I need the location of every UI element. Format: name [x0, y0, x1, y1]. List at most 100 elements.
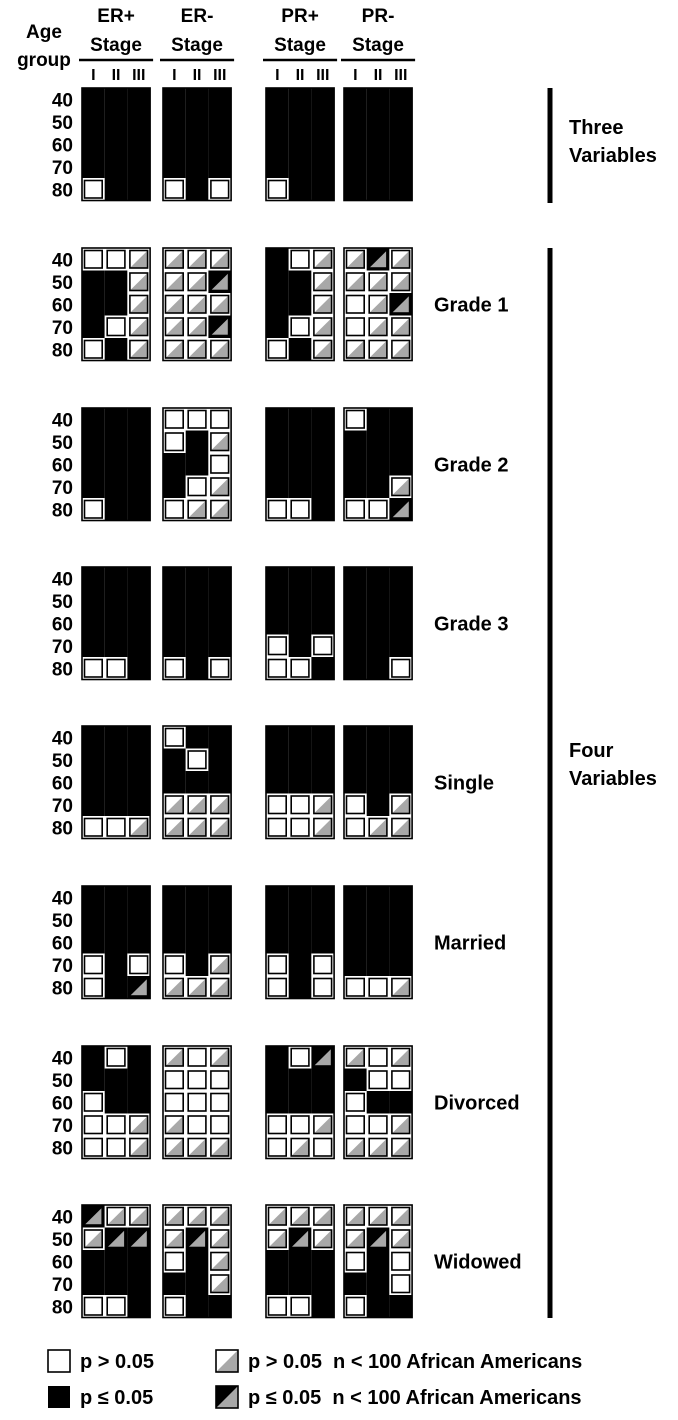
- grid-cell: [127, 793, 151, 816]
- grid-cell: [366, 589, 390, 612]
- panel-label: Grade 3: [434, 613, 508, 635]
- grid-cell: [366, 953, 390, 976]
- grid-cell: [127, 634, 151, 657]
- grid-cell: [288, 315, 312, 338]
- age-label: 60: [52, 1252, 73, 1273]
- grid-cell: [288, 886, 312, 909]
- grid-cell: [344, 634, 367, 657]
- cell-significant: [389, 726, 413, 749]
- cell-significant: [82, 886, 105, 909]
- grid-cell: [366, 270, 390, 293]
- cell-significant: [366, 589, 390, 612]
- grid-cell: [163, 1272, 186, 1295]
- cell-border: [345, 977, 366, 997]
- cell-border: [129, 1229, 149, 1249]
- grid-cell: [311, 430, 335, 453]
- grid-cell: [389, 589, 413, 612]
- cell-significant: [311, 657, 335, 680]
- cell-significant: [82, 430, 105, 453]
- cell-significant: [344, 748, 367, 771]
- grid-cell: [185, 1068, 209, 1091]
- cell-small-sample-triangle: [129, 340, 148, 358]
- cell-small-sample-triangle: [129, 978, 148, 996]
- cell-border: [129, 1137, 149, 1157]
- cell-significant: [366, 612, 390, 635]
- cell-small-sample-triangle: [188, 1207, 206, 1225]
- grid-cell: [82, 338, 105, 361]
- cell-significant: [104, 634, 128, 657]
- cell-significant: [389, 908, 413, 931]
- grid-outline: [265, 885, 335, 1000]
- grid-cell: [127, 430, 151, 453]
- cell-border: [368, 294, 388, 314]
- stage-label: III: [316, 67, 329, 84]
- cell-significant: [389, 886, 413, 909]
- grid-cell: [366, 612, 390, 635]
- grid-cell: [82, 908, 105, 931]
- cell-border: [290, 1206, 310, 1226]
- cell-small-sample-triangle: [188, 1138, 206, 1156]
- grid-cell: [266, 1295, 289, 1318]
- cell-significant: [344, 886, 367, 909]
- grid-cell: [366, 315, 390, 338]
- cell-significant: [389, 931, 413, 954]
- cell-not-significant: [366, 498, 390, 521]
- cell-significant: [344, 612, 367, 635]
- age-label: 60: [52, 933, 73, 954]
- header: Age group: [17, 22, 71, 71]
- grid-cell: [344, 908, 367, 931]
- grid-cell: [344, 1046, 367, 1069]
- cell-not-significant: [104, 248, 128, 271]
- cell-significant: [185, 634, 209, 657]
- grid-cell: [185, 1205, 209, 1228]
- grid-cell: [104, 816, 128, 839]
- cell-significant: [344, 589, 367, 612]
- cell-border: [345, 294, 366, 314]
- grid-cell: [82, 1068, 105, 1091]
- cell-small-sample-triangle: [188, 295, 206, 313]
- grid-cell: [366, 931, 390, 954]
- grid-cell: [127, 589, 151, 612]
- grid-cell: [366, 886, 390, 909]
- cell-small-sample-triangle: [210, 1275, 229, 1293]
- cell-significant: [82, 155, 105, 178]
- grid-cell: [104, 1136, 128, 1159]
- cell-significant: [127, 133, 151, 156]
- cell-border: [368, 272, 388, 292]
- cell-border: [345, 1047, 366, 1067]
- grid-cell: [208, 634, 232, 657]
- grid-cell: [344, 178, 367, 201]
- grid-cell: [288, 430, 312, 453]
- grid-cell: [82, 793, 105, 816]
- grid-cell: [288, 248, 312, 271]
- cell-border: [290, 499, 310, 519]
- cell-small-sample-triangle: [346, 1048, 365, 1066]
- cell-significant: [311, 453, 335, 476]
- grid-cell: [82, 1250, 105, 1273]
- cell-border: [267, 179, 288, 199]
- grid-cell: [344, 748, 367, 771]
- grid-cell: [163, 133, 186, 156]
- cell-significant: [344, 430, 367, 453]
- cell-border: [313, 1047, 333, 1067]
- cell-significant: [366, 1250, 390, 1273]
- cell-significant: [185, 931, 209, 954]
- cell-border: [345, 317, 366, 337]
- cell-small-sample-triangle: [165, 318, 184, 336]
- grid-cell: [311, 315, 335, 338]
- grid-cell: [366, 1113, 390, 1136]
- panel-label: Grade 2: [434, 454, 508, 476]
- cell-significant: [185, 567, 209, 590]
- grid-cell: [185, 1295, 209, 1318]
- grid-cell: [344, 931, 367, 954]
- cell-significant: [288, 110, 312, 133]
- cell-not-significant: [82, 976, 105, 999]
- cell-border: [129, 249, 149, 269]
- grid-cell: [163, 589, 186, 612]
- cell-border: [391, 795, 411, 815]
- cell-significant: [311, 1068, 335, 1091]
- grid-cell: [288, 816, 312, 839]
- cell-border: [164, 658, 185, 678]
- grid-outline: [343, 566, 413, 681]
- grid-cell: [288, 657, 312, 680]
